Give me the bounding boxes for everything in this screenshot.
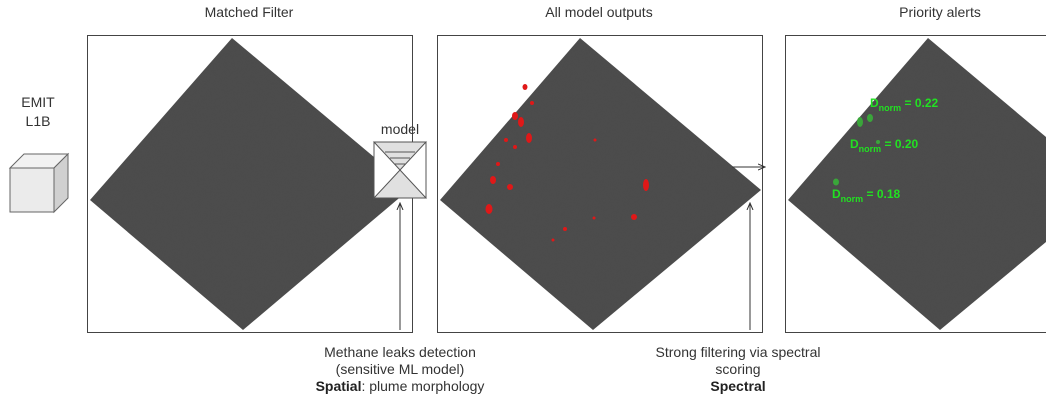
caption-rest: : plume morphology xyxy=(361,378,484,394)
model-label: model xyxy=(381,121,419,137)
caption-line: Spatial: plume morphology xyxy=(316,378,485,394)
model-icon xyxy=(372,141,428,199)
input-label: L1B xyxy=(26,113,51,129)
detections xyxy=(485,84,649,242)
panel-title: All model outputs xyxy=(545,4,652,20)
input-label: EMIT xyxy=(21,94,55,110)
caption-bold: Spectral xyxy=(710,378,765,394)
cube-icon xyxy=(8,152,70,214)
alert-plumes xyxy=(833,114,880,186)
alert-label: Dnorm = 0.18 xyxy=(832,187,901,204)
image-swath xyxy=(440,38,761,330)
caption-line: Strong filtering via spectral xyxy=(656,344,821,360)
alert-subscript: norm xyxy=(879,103,902,113)
alert-symbol: D xyxy=(832,187,841,201)
alert-label: Dnorm = 0.22 xyxy=(870,96,939,113)
caption-line: Spectral xyxy=(710,378,765,394)
alert-subscript: norm xyxy=(859,144,882,154)
caption-bold: Spatial xyxy=(316,378,362,394)
alert-value: = 0.18 xyxy=(863,187,900,201)
caption-line: (sensitive ML model) xyxy=(336,361,465,377)
caption-line: scoring xyxy=(715,361,760,377)
alert-value: = 0.20 xyxy=(881,137,918,151)
caption-line: Methane leaks detection xyxy=(324,344,476,360)
alert-symbol: D xyxy=(870,96,879,110)
alert-value: = 0.22 xyxy=(901,96,938,110)
panel-title: Matched Filter xyxy=(205,4,294,20)
image-swath xyxy=(788,38,1046,330)
alert-subscript: norm xyxy=(841,194,864,204)
panel-title: Priority alerts xyxy=(899,4,981,20)
alert-label: Dnorm = 0.20 xyxy=(850,137,919,154)
alert-symbol: D xyxy=(850,137,859,151)
image-swath xyxy=(90,38,411,330)
